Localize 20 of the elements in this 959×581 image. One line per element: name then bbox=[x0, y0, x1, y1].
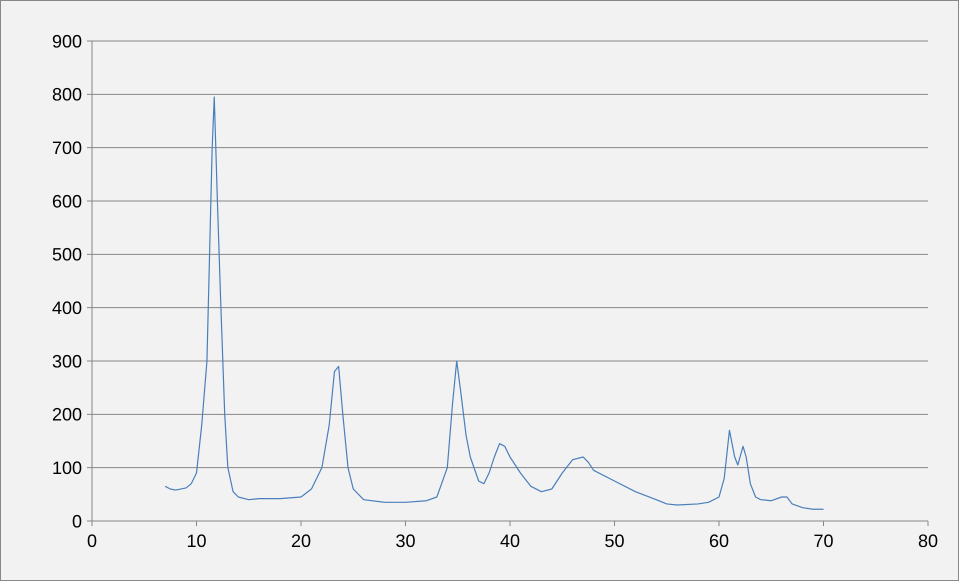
x-tick-label: 60 bbox=[708, 531, 730, 551]
x-tick-label: 20 bbox=[290, 531, 312, 551]
x-tick-label: 40 bbox=[500, 531, 520, 551]
y-tick-label: 600 bbox=[52, 191, 82, 212]
x-tick-label: 80 bbox=[918, 531, 938, 551]
y-tick-label: 0 bbox=[72, 511, 82, 532]
x-tick-label: 0 bbox=[86, 531, 98, 551]
y-tick-label: 800 bbox=[52, 84, 82, 105]
y-tick-label: 500 bbox=[52, 244, 82, 265]
x-tick-label: 50 bbox=[604, 531, 625, 551]
y-tick-label: 400 bbox=[52, 298, 82, 318]
y-tick-label: 200 bbox=[52, 404, 82, 425]
y-tick-label: 100 bbox=[52, 458, 82, 478]
line-series bbox=[164, 96, 824, 510]
y-tick-label: 300 bbox=[52, 351, 82, 372]
y-tick-label: 900 bbox=[52, 31, 82, 52]
x-tick-label: 30 bbox=[395, 531, 416, 551]
x-tick-label: 10 bbox=[186, 531, 207, 551]
y-tick-label: 700 bbox=[52, 138, 82, 158]
x-tick-label: 70 bbox=[813, 531, 834, 551]
